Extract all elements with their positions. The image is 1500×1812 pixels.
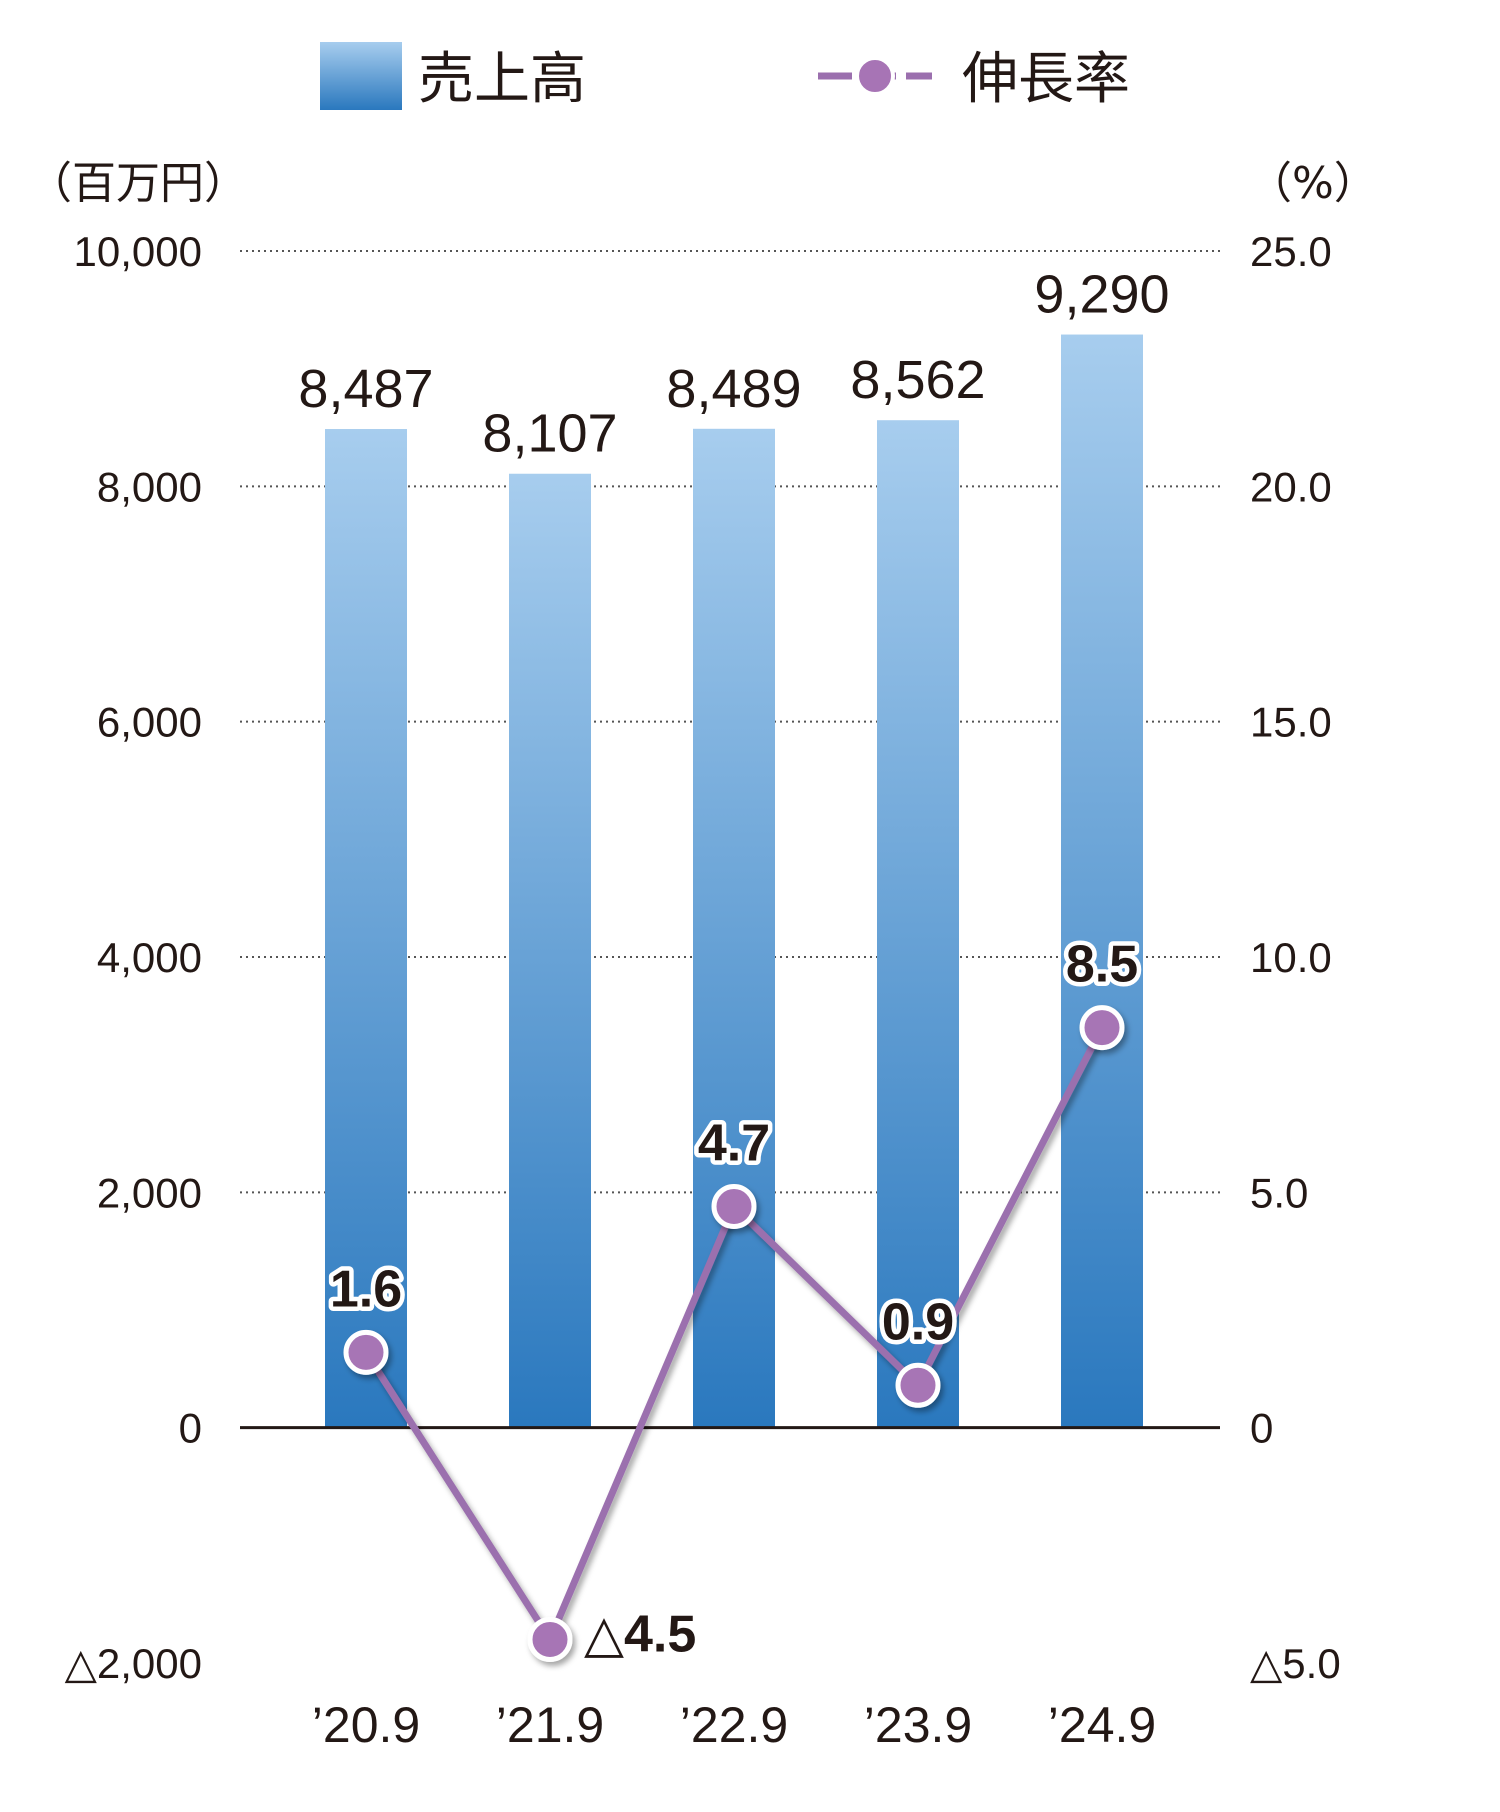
left-tick-label: △2,000 (65, 1640, 202, 1687)
rate-value-label: 0.9 (882, 1293, 954, 1351)
legend: 売上高 伸長率 (320, 42, 1130, 112)
right-axis-ticks: △5.0 0 5.0 10.0 15.0 20.0 25.0 (1250, 228, 1341, 1687)
right-tick-label: △5.0 (1250, 1640, 1341, 1687)
right-axis-unit: （%） (1248, 158, 1378, 209)
x-tick-label: ’20.9 (312, 1697, 420, 1753)
x-tick-label: ’22.9 (680, 1697, 788, 1753)
right-tick-label: 0 (1250, 1405, 1273, 1452)
bar (877, 420, 959, 1428)
legend-bar-swatch (320, 42, 402, 110)
bar (693, 428, 775, 1428)
bar-value-labels: 8,487 8,107 8,489 8,562 9,290 (298, 265, 1169, 464)
rate-value-label: 8.5 (1066, 936, 1138, 994)
left-tick-label: 2,000 (97, 1169, 202, 1216)
left-tick-label: 10,000 (74, 228, 202, 275)
x-tick-label: ’23.9 (864, 1697, 972, 1753)
legend-bar-label: 売上高 (418, 47, 586, 112)
right-tick-label: 20.0 (1250, 463, 1332, 510)
x-tick-label: ’24.9 (1048, 1697, 1156, 1753)
left-tick-label: 8,000 (97, 463, 202, 510)
bar-value-label: 8,487 (298, 359, 433, 419)
right-tick-label: 10.0 (1250, 934, 1332, 981)
right-tick-label: 15.0 (1250, 699, 1332, 746)
rate-value-labels: 1.6 △4.5 4.7 0.9 8.5 (325, 931, 1142, 1668)
x-tick-label: ’21.9 (496, 1697, 604, 1753)
bar-value-label: 8,107 (482, 404, 617, 464)
x-axis-ticks: ’20.9 ’21.9 ’22.9 ’23.9 ’24.9 (312, 1697, 1156, 1753)
bar (1061, 334, 1143, 1428)
legend-line-swatch (818, 56, 932, 96)
left-tick-label: 6,000 (97, 699, 202, 746)
growth-marker (527, 1616, 573, 1662)
left-axis-ticks: △2,000 0 2,000 4,000 6,000 8,000 10,000 (65, 228, 202, 1687)
bar-value-label: 9,290 (1034, 265, 1169, 325)
bars (325, 334, 1143, 1428)
growth-line (343, 1005, 1125, 1662)
rate-value-label: △4.5 (584, 1605, 696, 1663)
growth-marker (343, 1329, 389, 1375)
growth-marker (895, 1362, 941, 1408)
bar-value-label: 8,489 (666, 359, 801, 419)
growth-marker (1079, 1005, 1125, 1051)
bar (325, 429, 407, 1428)
rate-value-label: 4.7 (698, 1114, 770, 1172)
left-tick-label: 0 (179, 1405, 202, 1452)
left-axis-unit: （百万円） (28, 158, 248, 209)
growth-marker (711, 1183, 757, 1229)
rate-value-label: 1.6 (330, 1260, 402, 1318)
bar (509, 473, 591, 1428)
bar-value-label: 8,562 (850, 350, 985, 410)
legend-line-label: 伸長率 (962, 47, 1130, 112)
right-tick-label: 5.0 (1250, 1169, 1308, 1216)
left-tick-label: 4,000 (97, 934, 202, 981)
right-tick-label: 25.0 (1250, 228, 1332, 275)
